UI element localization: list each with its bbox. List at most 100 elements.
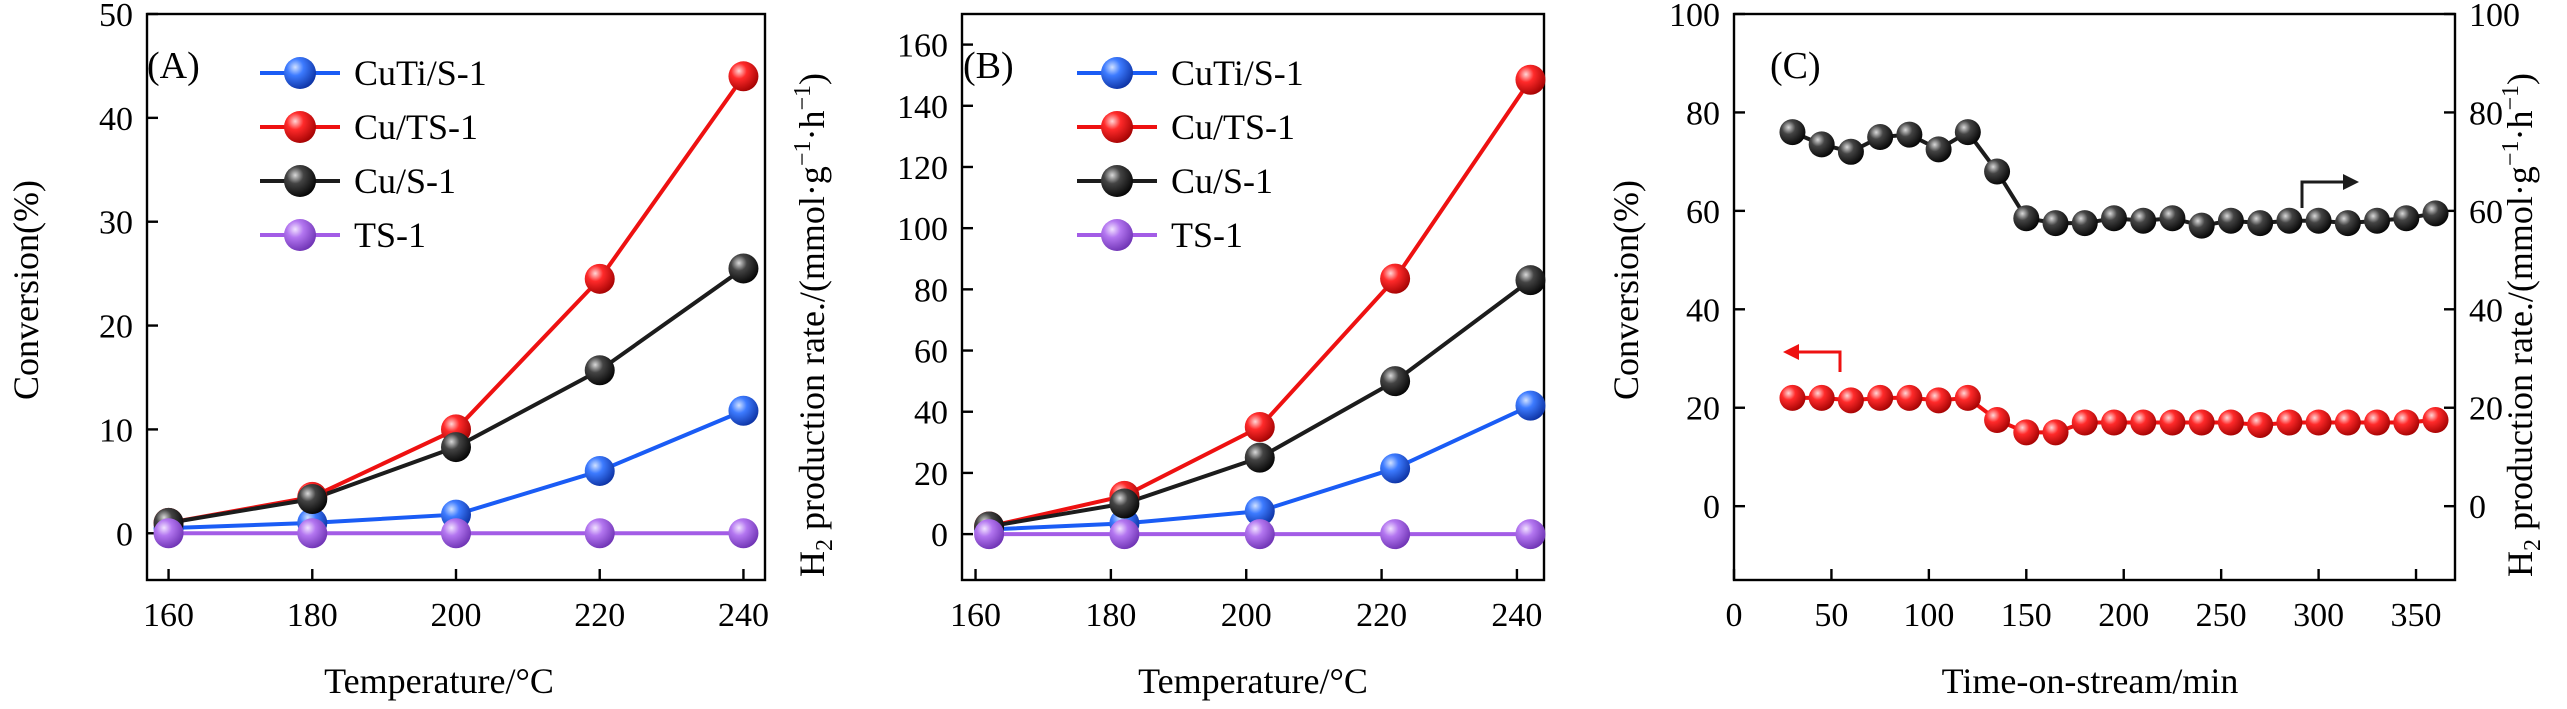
y-tick-label: 20 <box>914 456 948 493</box>
data-point-conversion-18 <box>2305 409 2332 436</box>
panel-c-data-points <box>1779 119 2449 446</box>
y-tick-label: 40 <box>1686 292 1720 329</box>
left-arrow-head-icon <box>1783 344 1799 360</box>
data-point-conversion-22 <box>2422 407 2449 434</box>
plot-frame <box>145 12 767 582</box>
y-tick-label: 0 <box>116 516 133 553</box>
data-point-conversion-3 <box>1867 384 1894 411</box>
x-tick-label: 160 <box>950 597 1001 634</box>
data-point-conversion-5 <box>1925 387 1952 414</box>
panel-c-y2-title-sub: 2 <box>2520 539 2546 551</box>
data-point-conversion-10 <box>2071 409 2098 436</box>
panel-c-series-lines <box>1791 129 2436 435</box>
data-point-h2-production-rate-13 <box>2159 205 2186 232</box>
x-tick-label: 180 <box>1085 597 1136 634</box>
panel-c-x-axis-title: Time-on-stream/min <box>1942 661 2239 701</box>
panel-c-y-axis-title: Conversion(%) <box>1606 180 1646 400</box>
y-tick-label: 40 <box>99 101 133 138</box>
panel-c-y2-title-rest: production rate./(mmol·g <box>2500 166 2540 539</box>
panel-c-y2-title-h: H <box>2500 551 2540 577</box>
data-point-conversion-8 <box>2013 419 2040 446</box>
legend-marker <box>1101 165 1133 197</box>
data-point-h2-production-rate-0 <box>1779 119 1806 146</box>
y-tick-label: 10 <box>99 412 133 449</box>
data-point-h2-production-rate-1 <box>1808 131 1835 158</box>
panel-c-y2-title-sup1: −1 <box>2498 141 2524 167</box>
x-tick-label: 240 <box>718 597 769 634</box>
x-tick-label: 180 <box>287 597 338 634</box>
y2-tick-label: 40 <box>2469 292 2503 329</box>
data-point-cu-ts-1-2 <box>1244 412 1275 443</box>
data-point-cu-s-1-1 <box>1109 488 1140 519</box>
data-point-h2-production-rate-5 <box>1925 136 1952 163</box>
data-point-conversion-15 <box>2217 409 2244 436</box>
x-tick-label: 50 <box>1814 597 1848 634</box>
data-point-ts-1-3 <box>584 518 615 549</box>
data-point-ts-1-0 <box>153 518 184 549</box>
data-point-conversion-13 <box>2159 409 2186 436</box>
data-point-ts-1-1 <box>297 518 328 549</box>
panel-b-y-title-end: ) <box>792 73 832 85</box>
y-tick-label: 40 <box>914 395 948 432</box>
data-point-ts-1-3 <box>1380 519 1411 550</box>
data-point-cu-s-1-3 <box>1380 366 1411 397</box>
data-point-cu-s-1-4 <box>1515 265 1546 296</box>
legend-label: TS-1 <box>1171 215 1243 255</box>
data-point-h2-production-rate-7 <box>1984 158 2011 185</box>
plot-frame <box>960 12 1546 582</box>
panel-c-arrows <box>1783 174 2359 372</box>
panel-b-y-title-sup2: −1 <box>790 85 816 111</box>
data-point-h2-production-rate-4 <box>1896 121 1923 148</box>
panel-b-legend: CuTi/S-1 Cu/TS-1 Cu/S-1 TS-1 <box>1077 53 1304 255</box>
y2-tick-label: 60 <box>2469 194 2503 231</box>
data-point-h2-production-rate-19 <box>2334 210 2361 237</box>
x-tick-label: 220 <box>574 597 625 634</box>
data-point-conversion-16 <box>2247 411 2274 438</box>
panel-c-y2-axis-title: H2 production rate./(mmol·g−1·h−1) <box>2498 73 2546 577</box>
data-point-cu-ts-1-3 <box>1380 263 1411 294</box>
y-tick-label: 80 <box>1686 95 1720 132</box>
data-point-ts-1-2 <box>1244 519 1275 550</box>
data-point-cu-s-1-1 <box>297 483 328 514</box>
y-tick-label: 160 <box>897 28 948 65</box>
y2-tick-label: 0 <box>2469 489 2486 526</box>
legend-label: Cu/S-1 <box>354 161 456 201</box>
data-point-h2-production-rate-20 <box>2364 207 2391 234</box>
data-point-h2-production-rate-2 <box>1837 138 1864 165</box>
x-tick-label: 220 <box>1356 597 1407 634</box>
data-point-cu-s-1-2 <box>441 432 471 463</box>
panel-a-axes: 160 180 200 220 240 0 10 20 30 40 50 <box>99 0 769 634</box>
data-point-conversion-17 <box>2276 409 2303 436</box>
y2-tick-label: 20 <box>2469 391 2503 428</box>
series-line-cu-s-1 <box>168 266 745 525</box>
data-point-cu-s-1-4 <box>728 253 759 284</box>
x-tick-label: 200 <box>431 597 482 634</box>
data-point-ts-1-4 <box>1515 519 1546 550</box>
panel-c-axes: 0 50 100 150 200 250 300 350 0 20 40 60 80 100 0 20 40 60… <box>1669 0 2520 634</box>
panel-c-y2-title-end: ) <box>2500 73 2540 85</box>
data-point-cuti-s-1-4 <box>1515 390 1546 421</box>
data-point-cu-ts-1-3 <box>584 263 615 294</box>
data-point-conversion-14 <box>2188 409 2215 436</box>
panel-b-y-title-sup1: −1 <box>790 141 816 167</box>
y2-tick-label: 80 <box>2469 95 2503 132</box>
panel-b-label: (B) <box>963 45 1014 87</box>
legend-marker <box>284 219 316 251</box>
y-tick-label: 20 <box>99 309 133 346</box>
y-tick-label: 0 <box>931 517 948 554</box>
data-point-h2-production-rate-21 <box>2393 205 2420 232</box>
panel-a-legend: CuTi/S-1 Cu/TS-1 Cu/S-1 TS-1 <box>260 53 487 255</box>
data-point-conversion-7 <box>1984 407 2011 434</box>
data-point-h2-production-rate-12 <box>2130 207 2157 234</box>
x-tick-label: 100 <box>1903 597 1954 634</box>
y-tick-label: 50 <box>99 0 133 34</box>
data-point-cu-s-1-3 <box>584 355 615 386</box>
data-point-cuti-s-1-4 <box>728 395 759 426</box>
data-point-ts-1-1 <box>1109 519 1140 550</box>
panel-b-x-axis-title: Temperature/°C <box>1138 661 1368 701</box>
data-point-h2-production-rate-16 <box>2247 210 2274 237</box>
x-tick-label: 0 <box>1726 597 1743 634</box>
data-point-h2-production-rate-22 <box>2422 200 2449 227</box>
data-point-ts-1-0 <box>974 519 1005 550</box>
data-point-cu-ts-1-4 <box>1515 64 1546 95</box>
